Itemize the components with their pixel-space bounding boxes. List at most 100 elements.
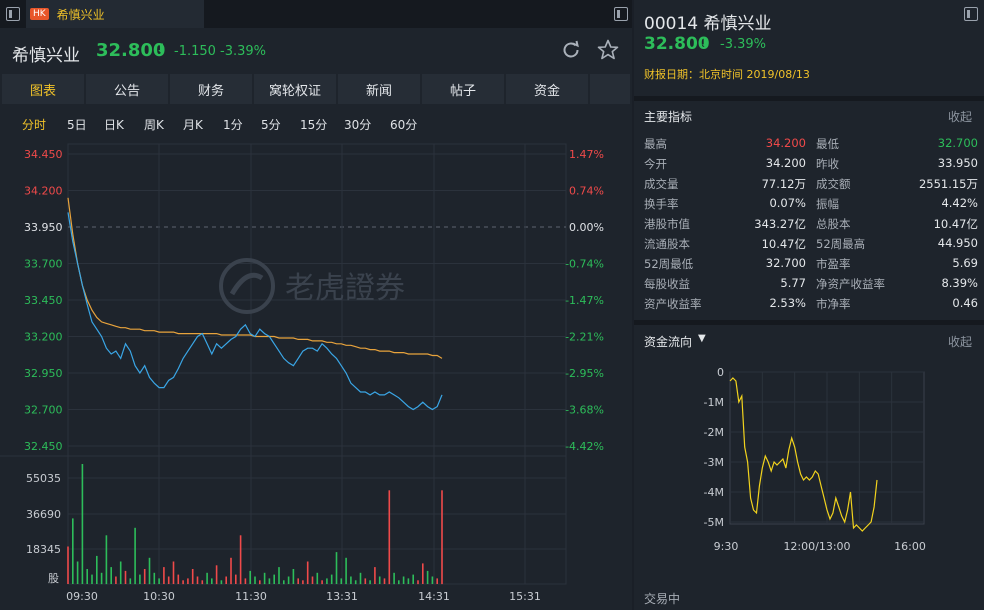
volume-bar [167, 576, 170, 584]
volume-bar [230, 557, 232, 585]
time-tick-label: 11:30 [235, 590, 267, 603]
price-tick-label: 33.700 [24, 258, 63, 271]
flow-collapse-button[interactable]: 收起 [947, 335, 972, 349]
pct-tick-label: -0.74% [565, 258, 604, 271]
volume-bar [297, 578, 299, 584]
fund-flow-line [729, 377, 878, 532]
metric-value: 34.200 [765, 156, 806, 170]
period-1min[interactable]: 1分 [223, 118, 243, 132]
metric-label: 振幅 [816, 197, 839, 211]
fund-flow-title[interactable]: 资金流向 [644, 335, 693, 349]
volume-bar [211, 578, 213, 584]
volume-bar [86, 569, 88, 584]
volume-bar [91, 574, 93, 584]
stock-price: 32.800 [96, 40, 166, 61]
period-5day[interactable]: 5日 [67, 118, 87, 132]
volume-bar [417, 580, 419, 585]
caret-down-icon[interactable]: ▼ [698, 333, 706, 344]
period-monthly[interactable]: 月K [183, 118, 203, 132]
refresh-icon[interactable] [560, 39, 582, 61]
intraday-chart[interactable]: 老虎證券 34.450 1.47% 34.200 0.74% 33.950 0.00% 33… [0, 138, 632, 610]
period-30min[interactable]: 30分 [344, 118, 372, 132]
volume-bar [263, 572, 266, 585]
volume-bar [283, 580, 285, 585]
quote-panel: 00014 希慎兴业 32.800 ⬇ -3.39% 财报日期：北京时间 201… [634, 0, 984, 610]
volume-tick-label: 股 [48, 572, 59, 585]
tab-stock[interactable]: HK 希慎兴业 [26, 0, 204, 28]
tab-funds[interactable]: 资金 [506, 74, 588, 104]
period-daily[interactable]: 日K [104, 118, 124, 132]
metric-label: 港股市值 [644, 217, 690, 231]
pct-tick-label: -2.95% [565, 367, 604, 380]
metric-value: 8.39% [941, 276, 978, 290]
metrics-collapse-button[interactable]: 收起 [947, 110, 972, 124]
metric-label: 每股收益 [644, 277, 690, 291]
metric-label: 今开 [644, 157, 667, 171]
pct-tick-label: -3.68% [565, 404, 604, 417]
volume-bar [268, 578, 271, 584]
volume-bar [110, 567, 112, 584]
price-tick-label: 32.950 [24, 367, 63, 380]
time-tick-label: 09:30 [66, 590, 98, 603]
metric-value: 33.950 [937, 156, 978, 170]
volume-tick-label: 36690 [26, 508, 61, 521]
price-line [67, 212, 443, 411]
metric-label: 流通股本 [644, 237, 690, 251]
price-tick-label: 33.950 [24, 221, 63, 234]
period-60min[interactable]: 60分 [390, 118, 418, 132]
star-icon[interactable] [596, 38, 620, 62]
tab-financials[interactable]: 财务 [170, 74, 252, 104]
time-tick-label: 10:30 [143, 590, 175, 603]
time-tick-label: 14:31 [418, 590, 450, 603]
period-5min[interactable]: 5分 [261, 118, 281, 132]
tab-news[interactable]: 新闻 [338, 74, 420, 104]
period-15min[interactable]: 15分 [300, 118, 328, 132]
watermark-text: 老虎證券 [285, 271, 405, 306]
tab-announcements[interactable]: 公告 [86, 74, 168, 104]
period-weekly[interactable]: 周K [144, 118, 164, 132]
volume-bar [326, 578, 328, 584]
volume-bar [287, 576, 290, 584]
metric-value: 2551.15万 [918, 177, 978, 191]
sidebar-toggle-icon[interactable] [6, 7, 20, 21]
metric-row: 资产收益率 2.53% 市净率 0.46 [644, 294, 978, 314]
volume-bar [350, 576, 352, 584]
volume-bar [172, 561, 175, 584]
volume-bar [345, 557, 347, 585]
volume-bar [302, 580, 304, 585]
volume-bar [177, 574, 180, 584]
period-intraday[interactable]: 分时 [22, 118, 47, 132]
volume-bar [201, 580, 204, 585]
metric-label: 成交量 [644, 177, 679, 191]
stock-code-name: 00014 希慎兴业 [644, 14, 772, 34]
volume-bar [374, 567, 376, 584]
metric-row: 今开 34.200 昨收 33.950 [644, 154, 978, 174]
quote-change: -3.39% [720, 37, 766, 52]
metric-value: 5.77 [780, 276, 806, 290]
tab-posts[interactable]: 帖子 [422, 74, 504, 104]
volume-bar [422, 563, 424, 584]
metric-row: 成交量 77.12万 成交额 2551.15万 [644, 174, 978, 194]
metric-row: 最高 34.200 最低 32.700 [644, 134, 978, 154]
stock-change: -1.150 -3.39% [174, 44, 267, 59]
flow-y-tick: -3M [704, 456, 724, 469]
volume-bar [378, 576, 381, 584]
metric-label: 52周最高 [816, 237, 866, 251]
volume-bar [206, 572, 208, 585]
stock-header: 希慎兴业 32.800 ⬇ -1.150 -3.39% [0, 28, 632, 74]
panel-collapse-icon[interactable] [964, 7, 978, 21]
volume-bar [398, 580, 400, 585]
volume-bar [235, 574, 237, 584]
flow-y-tick: 0 [717, 366, 724, 379]
volume-bar [330, 574, 333, 584]
tab-warrants[interactable]: 窝轮权证 [254, 74, 336, 104]
tab-chart[interactable]: 图表 [2, 74, 84, 104]
metric-label: 净资产收益率 [816, 277, 885, 291]
metric-label: 最高 [644, 137, 667, 151]
metric-label: 成交额 [816, 177, 851, 191]
panel-toggle-icon[interactable] [614, 7, 628, 21]
price-tick-label: 33.200 [24, 331, 63, 344]
volume-bar [191, 569, 194, 584]
tab-more[interactable] [590, 74, 630, 104]
volume-bar [139, 574, 141, 584]
